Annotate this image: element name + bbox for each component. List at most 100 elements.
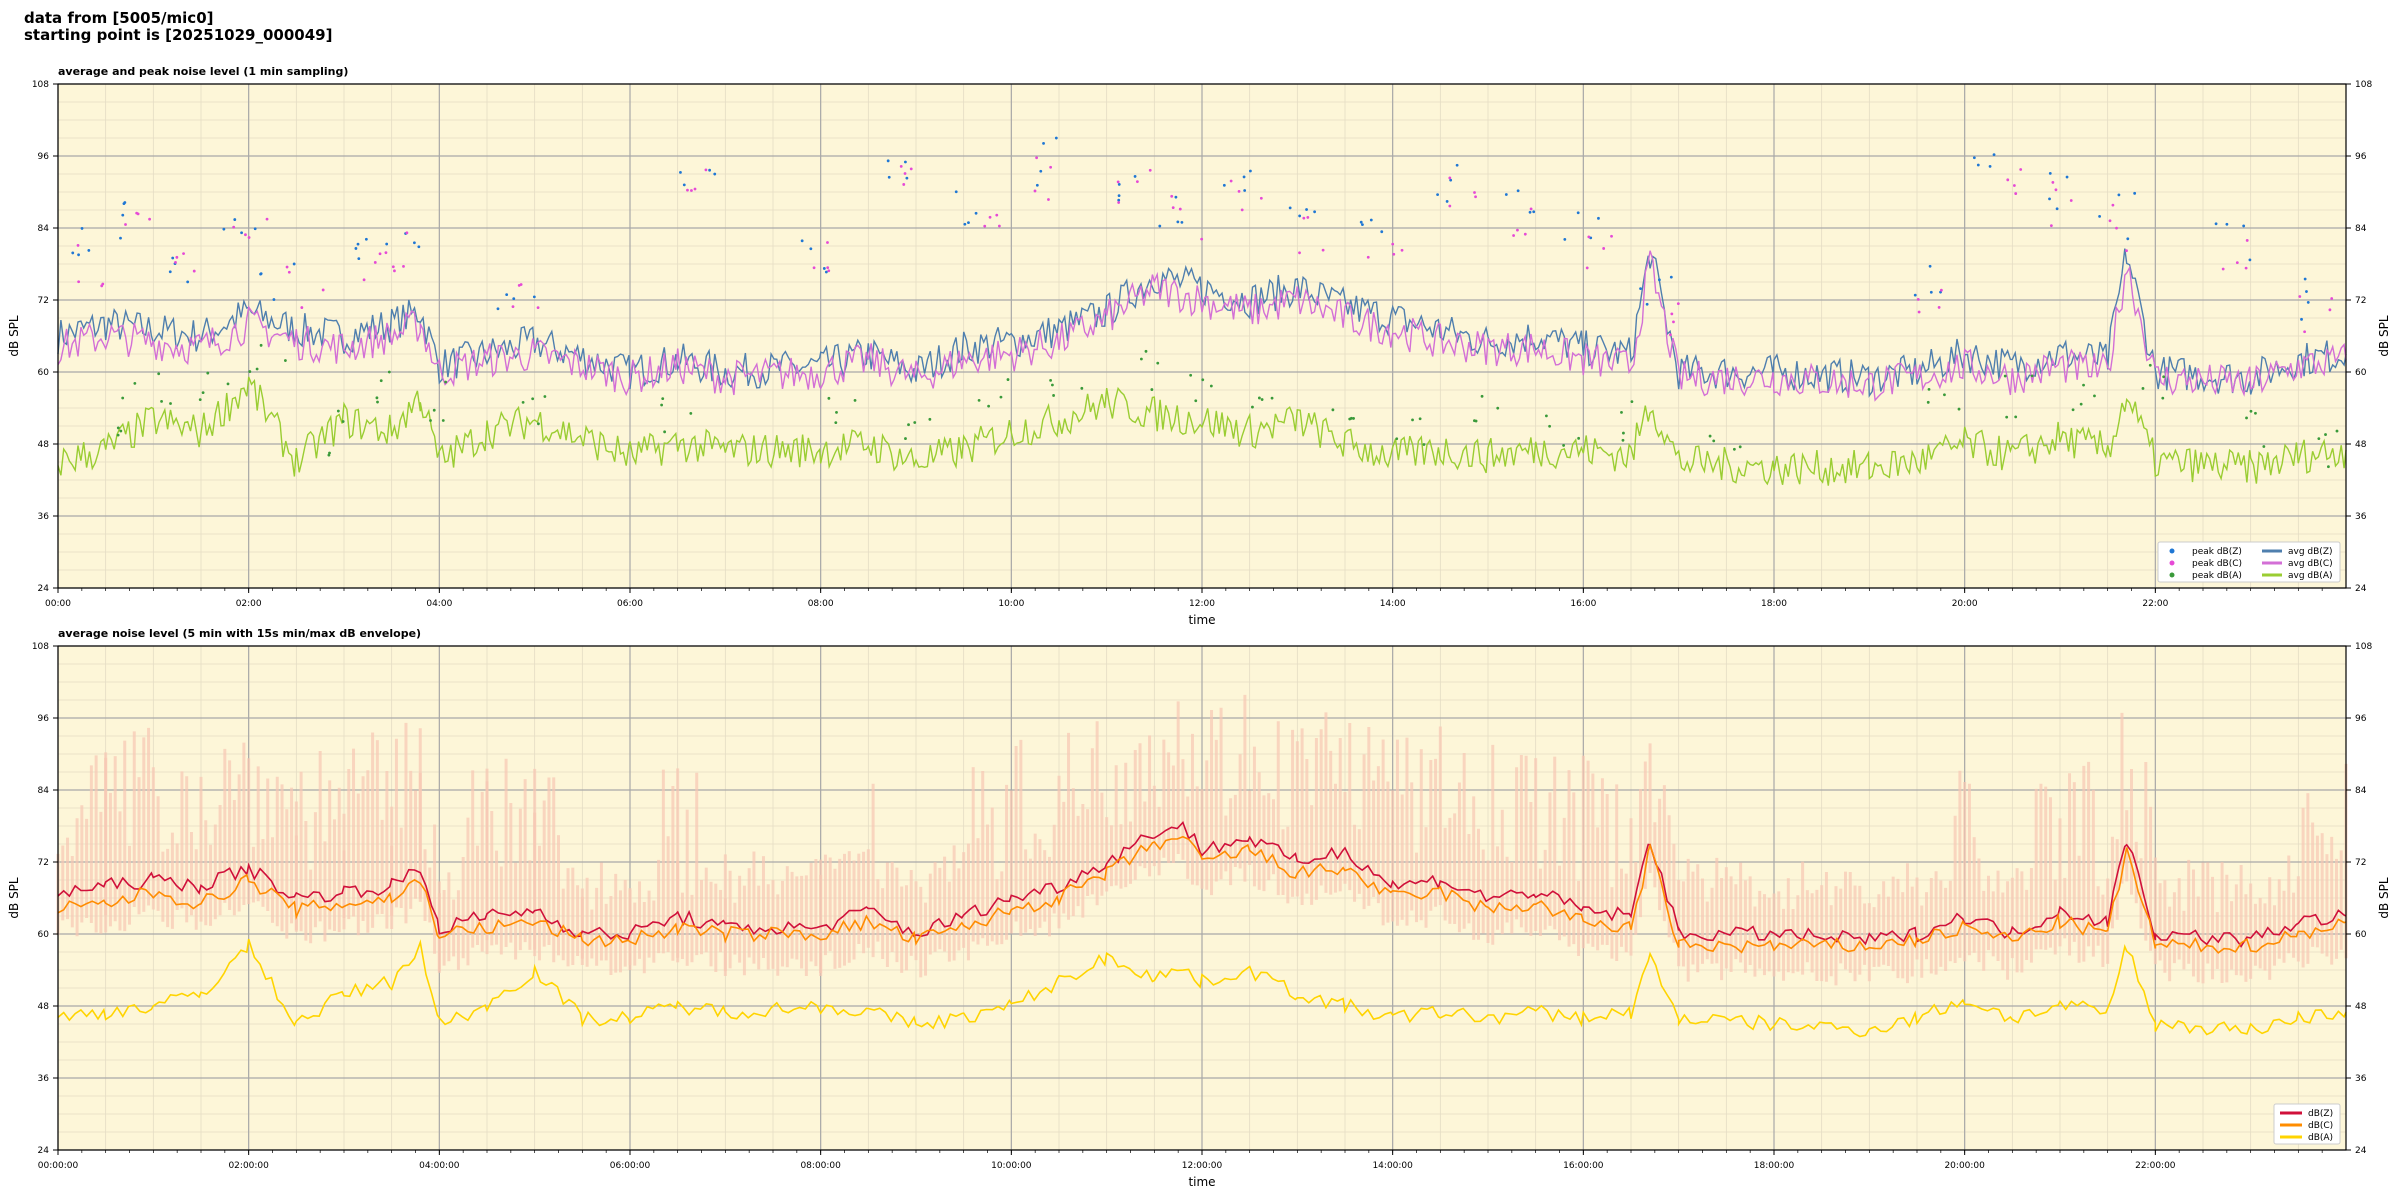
y-tick-label: 60 bbox=[2355, 930, 2367, 940]
data-point bbox=[686, 188, 689, 192]
data-point bbox=[2126, 237, 2130, 241]
data-point bbox=[827, 269, 831, 273]
data-point bbox=[292, 262, 296, 266]
data-point bbox=[2327, 465, 2330, 469]
data-point bbox=[1259, 196, 1263, 200]
data-point bbox=[393, 269, 396, 273]
data-point bbox=[133, 382, 137, 385]
data-point bbox=[1006, 378, 1010, 381]
data-point bbox=[1257, 396, 1261, 400]
data-point bbox=[1302, 216, 1306, 220]
y-tick-label: 48 bbox=[38, 440, 50, 450]
data-point bbox=[2225, 222, 2229, 226]
series-line bbox=[57, 938, 2347, 1038]
data-point bbox=[1708, 434, 1712, 438]
data-point bbox=[259, 343, 263, 347]
data-point bbox=[826, 241, 829, 244]
data-point bbox=[1080, 386, 1084, 390]
data-point bbox=[1676, 302, 1680, 305]
data-point bbox=[80, 227, 84, 230]
legend-label: peak dB(Z) bbox=[2192, 547, 2242, 557]
x-tick-label: 18:00 bbox=[1761, 599, 1787, 609]
data-point bbox=[233, 218, 237, 221]
data-point bbox=[373, 261, 377, 264]
data-point bbox=[536, 306, 540, 310]
x-tick-label: 02:00:00 bbox=[228, 1161, 269, 1171]
data-point bbox=[356, 242, 360, 246]
data-point bbox=[1237, 189, 1241, 193]
data-point bbox=[2317, 437, 2321, 441]
data-point bbox=[1251, 405, 1254, 409]
data-point bbox=[2093, 394, 2096, 398]
data-point bbox=[2148, 363, 2152, 367]
y-tick-label: 72 bbox=[2355, 296, 2366, 306]
data-point bbox=[835, 410, 838, 414]
data-point bbox=[826, 266, 830, 270]
data-point bbox=[192, 269, 196, 273]
data-point bbox=[887, 175, 891, 179]
data-point bbox=[1972, 156, 1976, 160]
data-point bbox=[255, 367, 259, 371]
data-point bbox=[1150, 388, 1154, 391]
data-point bbox=[2115, 226, 2118, 230]
data-point bbox=[186, 280, 190, 284]
data-point bbox=[1473, 191, 1476, 194]
data-point bbox=[1178, 207, 1182, 211]
y-tick-label: 84 bbox=[38, 786, 50, 796]
data-point bbox=[272, 298, 276, 301]
x-tick-label: 06:00 bbox=[617, 599, 643, 609]
data-point bbox=[253, 227, 257, 231]
data-point bbox=[1047, 198, 1050, 201]
y-tick-label: 24 bbox=[2355, 584, 2367, 594]
data-point bbox=[1042, 141, 1045, 145]
data-point bbox=[391, 265, 395, 269]
data-point bbox=[904, 160, 907, 164]
page-header: data from [5005/mic0] starting point is … bbox=[24, 10, 332, 44]
data-point bbox=[1135, 180, 1139, 184]
data-point bbox=[1496, 406, 1500, 410]
x-tick-label: 18:00:00 bbox=[1754, 1161, 1795, 1171]
data-point bbox=[713, 172, 717, 176]
legend-marker bbox=[2169, 572, 2175, 578]
data-point bbox=[1051, 383, 1054, 387]
x-tick-label: 20:00:00 bbox=[1944, 1161, 1985, 1171]
data-point bbox=[1621, 438, 1625, 442]
data-point bbox=[1392, 252, 1396, 256]
data-point bbox=[1516, 228, 1519, 232]
data-point bbox=[2012, 184, 2016, 187]
data-point bbox=[1576, 211, 1580, 215]
data-point bbox=[1738, 445, 1742, 449]
y-tick-label: 36 bbox=[38, 512, 50, 522]
data-point bbox=[1544, 414, 1548, 418]
data-point bbox=[2082, 383, 2085, 387]
data-point bbox=[1313, 210, 1317, 214]
data-point bbox=[2054, 188, 2058, 192]
data-point bbox=[1039, 169, 1043, 173]
data-point bbox=[1366, 255, 1370, 259]
data-point bbox=[1670, 312, 1674, 316]
data-point bbox=[827, 396, 831, 400]
data-point bbox=[1913, 293, 1917, 297]
data-point bbox=[384, 251, 388, 255]
data-point bbox=[903, 172, 907, 175]
data-point bbox=[1645, 302, 1649, 306]
data-point bbox=[1610, 234, 1613, 238]
data-point bbox=[2006, 178, 2010, 182]
data-point bbox=[1411, 418, 1414, 422]
data-point bbox=[1669, 333, 1672, 337]
data-point bbox=[124, 223, 127, 226]
data-point bbox=[1657, 278, 1661, 282]
y-tick-label: 24 bbox=[38, 1146, 50, 1156]
data-point bbox=[1249, 169, 1252, 173]
data-point bbox=[2303, 277, 2307, 281]
legend: peak dB(Z) peak dB(C) peak dB(A) avg dB(Z) a… bbox=[2157, 541, 2341, 583]
data-point bbox=[1943, 393, 1946, 397]
data-point bbox=[1395, 437, 1399, 441]
data-point bbox=[375, 396, 379, 400]
data-point bbox=[77, 253, 80, 257]
y-tick-label: 36 bbox=[2355, 512, 2367, 522]
x-tick-label: 12:00:00 bbox=[1182, 1161, 1223, 1171]
data-point bbox=[1455, 163, 1459, 167]
data-point bbox=[822, 267, 826, 270]
